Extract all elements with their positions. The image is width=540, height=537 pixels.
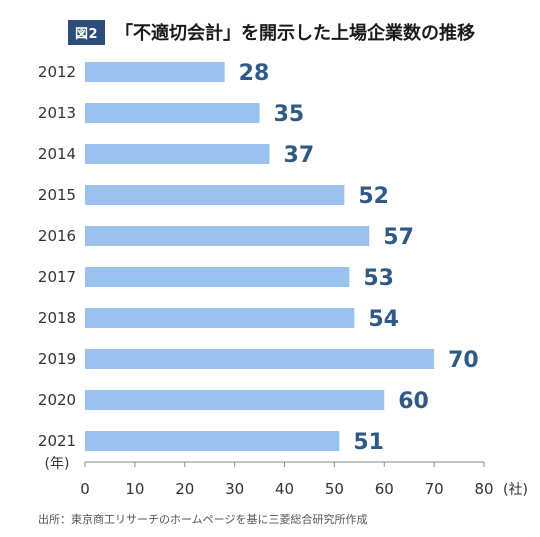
x-axis: 0 10 20 30 40 50 60 70 80 xyxy=(80,461,494,498)
bar-2013 xyxy=(85,103,260,123)
y-tick-label-2021: 2021 xyxy=(38,432,76,450)
x-tick-label-80: 80 xyxy=(474,480,493,498)
y-tick-label-2019: 2019 xyxy=(38,350,76,368)
x-axis-unit-label: (社) xyxy=(503,482,528,498)
data-label-2019: 70 xyxy=(448,348,479,373)
data-label-2015: 52 xyxy=(358,184,389,209)
figure-badge: 図2 xyxy=(68,19,106,45)
data-label-2014: 37 xyxy=(284,143,315,168)
bar-2016 xyxy=(85,226,370,246)
y-axis-unit-label: (年) xyxy=(45,456,70,472)
y-tick-label-2018: 2018 xyxy=(38,309,76,327)
data-label-2016: 57 xyxy=(383,225,414,250)
y-tick-label-2015: 2015 xyxy=(38,186,76,204)
x-tick-label-70: 70 xyxy=(425,480,444,498)
data-label-2021: 51 xyxy=(353,430,384,455)
bar-2021 xyxy=(85,431,340,451)
chart-title: 「不適切会計」を開示した上場企業数の推移 xyxy=(115,23,476,44)
x-tick-label-10: 10 xyxy=(125,480,144,498)
y-tick-label-2020: 2020 xyxy=(38,391,76,409)
bar-2018 xyxy=(85,308,355,328)
data-label-2018: 54 xyxy=(368,307,399,332)
y-tick-label-2014: 2014 xyxy=(38,145,76,163)
y-axis-labels: 2012 2013 2014 2015 2016 2017 2018 2019 2020 2021 xyxy=(38,63,76,450)
data-label-2013: 35 xyxy=(274,102,305,127)
bar-2020 xyxy=(85,390,385,410)
y-tick-label-2013: 2013 xyxy=(38,104,76,122)
x-tick-label-0: 0 xyxy=(80,480,90,498)
bar-2012 xyxy=(85,62,225,82)
x-tick-label-50: 50 xyxy=(325,480,344,498)
x-tick-label-20: 20 xyxy=(175,480,194,498)
figure-header: 図2 「不適切会計」を開示した上場企業数の推移 xyxy=(68,19,475,45)
bar-2017 xyxy=(85,267,350,287)
source-note: 出所：東京商工リサーチのホームページを基に三菱総合研究所作成 xyxy=(38,513,368,526)
bar-2015 xyxy=(85,185,345,205)
bar-2019 xyxy=(85,349,435,369)
data-label-2020: 60 xyxy=(398,389,429,414)
bar-2014 xyxy=(85,144,270,164)
y-tick-label-2016: 2016 xyxy=(38,227,76,245)
y-tick-label-2012: 2012 xyxy=(38,63,76,81)
data-label-2012: 28 xyxy=(239,61,270,86)
x-tick-label-30: 30 xyxy=(225,480,244,498)
data-label-2017: 53 xyxy=(363,266,394,291)
y-tick-label-2017: 2017 xyxy=(38,268,76,286)
x-tick-label-40: 40 xyxy=(275,480,294,498)
x-tick-label-60: 60 xyxy=(375,480,394,498)
